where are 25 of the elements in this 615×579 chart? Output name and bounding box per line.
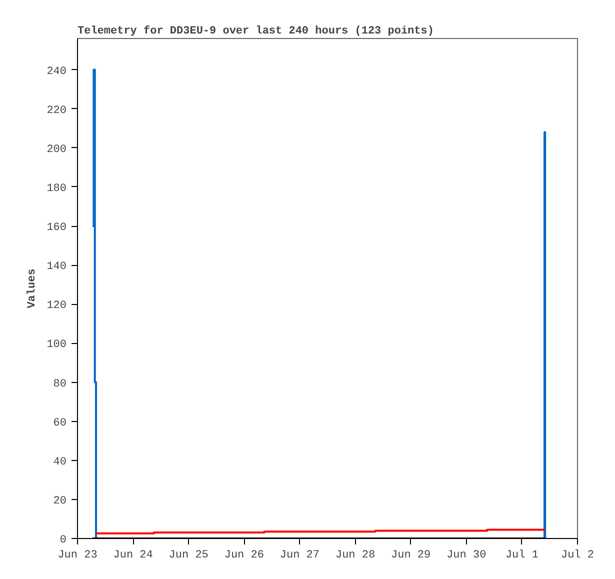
y-tick-label: 40: [53, 456, 66, 468]
x-tick-label: Jun 27: [280, 550, 320, 562]
y-tick-label: 60: [53, 417, 66, 430]
x-tick-label: Jun 25: [168, 550, 208, 562]
y-tick-label: 0: [60, 534, 67, 546]
y-tick-label: 240: [46, 66, 67, 78]
x-tick-label: Jun 26: [224, 550, 264, 562]
y-tick-label: 100: [46, 339, 67, 352]
y-tick-label: 200: [46, 144, 67, 156]
y-tick-label: 140: [46, 261, 67, 274]
y-tick-label: 80: [53, 378, 66, 390]
x-tick-label: Jun 24: [113, 550, 154, 562]
x-tick-label: Jun 30: [446, 550, 486, 562]
x-tick-label: Jul 1: [505, 550, 539, 562]
y-tick-label: 220: [46, 104, 67, 117]
x-tick-label: Jul 2: [560, 550, 594, 562]
y-axis-title: Values: [26, 268, 39, 308]
y-tick-label: 120: [46, 300, 67, 312]
y-tick-label: 160: [46, 222, 67, 234]
x-tick-label: Jun 28: [335, 550, 376, 562]
x-tick-label: Jun 23: [58, 550, 98, 562]
y-tick-label: 20: [53, 495, 66, 508]
x-tick-label: Jun 29: [391, 550, 431, 562]
chart-title: Telemetry for DD3EU-9 over last 240 hours (123 points): [78, 24, 434, 38]
y-tick-label: 180: [46, 182, 67, 195]
